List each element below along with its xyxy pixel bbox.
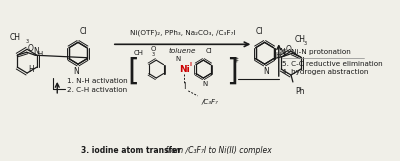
Text: I: I [183,82,186,91]
Text: N: N [33,47,39,56]
Text: CH: CH [134,50,144,56]
Text: CH: CH [10,33,20,42]
Text: 3: 3 [152,52,155,57]
Text: ∕C₃F₇: ∕C₃F₇ [202,98,218,104]
Text: H: H [276,52,281,58]
Text: 3. iodine atom transfer: 3. iodine atom transfer [81,146,181,155]
Text: Cl: Cl [205,48,212,54]
Text: O: O [28,44,34,53]
Text: Ni: Ni [179,65,190,74]
Text: N: N [73,67,79,76]
Text: 2. C-H activation: 2. C-H activation [67,87,127,93]
Text: from ∕C₃F₇I to Ni(II) complex: from ∕C₃F₇I to Ni(II) complex [163,146,272,155]
Text: II: II [190,62,192,67]
Text: 6. Ni-N protonation: 6. Ni-N protonation [282,49,350,55]
Text: Cl: Cl [80,27,88,36]
Text: O: O [151,46,156,52]
Text: H: H [28,65,34,74]
Text: ‡: ‡ [234,56,238,62]
Text: [: [ [128,57,140,86]
Text: Ph: Ph [295,87,304,96]
Text: N: N [264,67,269,76]
Text: 3: 3 [25,39,28,44]
Text: toluene: toluene [169,48,196,54]
Text: N: N [203,81,208,87]
Text: 3: 3 [303,41,306,46]
Text: CH: CH [295,35,306,44]
Text: Ni(OTF)₂, PPh₃, Na₂CO₃, ∕C₃F₇I: Ni(OTF)₂, PPh₃, Na₂CO₃, ∕C₃F₇I [130,30,235,36]
Text: N: N [175,56,180,62]
Text: O: O [286,45,292,54]
Text: H: H [37,51,42,57]
Text: 5. C-C reductive elimination: 5. C-C reductive elimination [282,61,382,67]
Text: 4. hydrogen abstraction: 4. hydrogen abstraction [282,69,368,75]
Text: N: N [279,48,285,57]
Text: Cl: Cl [255,27,263,36]
Text: ]: ] [226,57,238,86]
Text: 1. N-H activation: 1. N-H activation [67,78,127,84]
